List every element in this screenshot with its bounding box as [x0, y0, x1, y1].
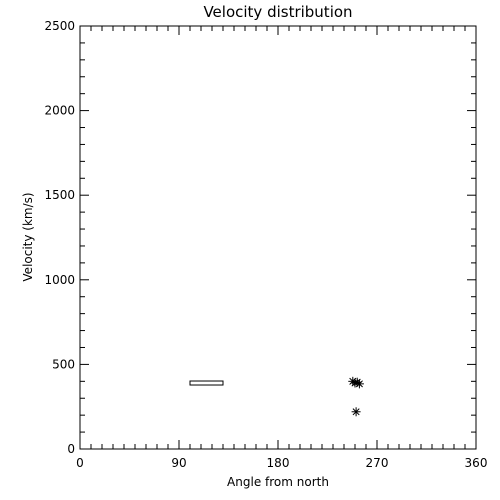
data-point	[351, 407, 361, 417]
y-tick-label: 0	[67, 442, 75, 456]
range-bar	[189, 380, 224, 386]
plot-frame	[79, 25, 477, 450]
x-tick-label: 180	[267, 456, 290, 470]
tick-labels: 0 90 180 270 360 0 500 1000 1500 2000 2500	[44, 19, 487, 470]
asterisk-stroke	[355, 380, 363, 388]
y-tick-label: 1000	[44, 273, 75, 287]
axis-ticks	[79, 25, 477, 450]
data-marks	[189, 376, 364, 417]
x-tick-label: 90	[171, 456, 186, 470]
x-tick-label: 360	[465, 456, 488, 470]
asterisk-stroke	[352, 408, 360, 416]
x-tick-label: 0	[76, 456, 84, 470]
y-tick-label: 2000	[44, 104, 75, 118]
y-tick-label: 500	[52, 357, 75, 371]
y-axis-label: Velocity (km/s)	[21, 192, 35, 281]
data-point	[354, 379, 364, 389]
x-axis-label: Angle from north	[227, 475, 329, 489]
y-tick-label: 1500	[44, 188, 75, 202]
x-tick-label: 270	[366, 456, 389, 470]
chart-title: Velocity distribution	[203, 3, 352, 21]
y-tick-label: 2500	[44, 19, 75, 33]
